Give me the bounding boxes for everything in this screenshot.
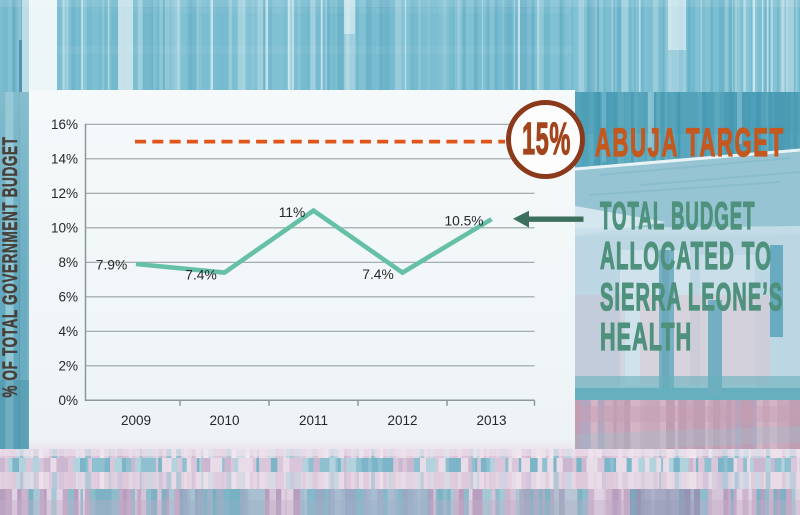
svg-text:4%: 4% <box>58 324 78 339</box>
svg-text:2013: 2013 <box>476 413 506 428</box>
svg-text:7.4%: 7.4% <box>185 268 216 283</box>
svg-text:7.4%: 7.4% <box>362 267 393 282</box>
svg-text:11%: 11% <box>279 205 306 220</box>
svg-text:2010: 2010 <box>209 413 239 428</box>
svg-text:2%: 2% <box>58 359 78 374</box>
svg-text:16%: 16% <box>51 117 78 132</box>
svg-text:6%: 6% <box>58 290 78 305</box>
svg-text:12%: 12% <box>51 186 78 201</box>
svg-text:0%: 0% <box>58 393 78 408</box>
svg-text:2011: 2011 <box>299 413 328 428</box>
svg-text:10%: 10% <box>51 221 78 236</box>
svg-text:2012: 2012 <box>387 413 417 428</box>
svg-text:2009: 2009 <box>121 413 151 428</box>
svg-text:14%: 14% <box>51 152 78 167</box>
svg-text:7.9%: 7.9% <box>96 258 127 273</box>
svg-text:8%: 8% <box>58 255 78 270</box>
svg-text:10.5%: 10.5% <box>444 214 483 229</box>
